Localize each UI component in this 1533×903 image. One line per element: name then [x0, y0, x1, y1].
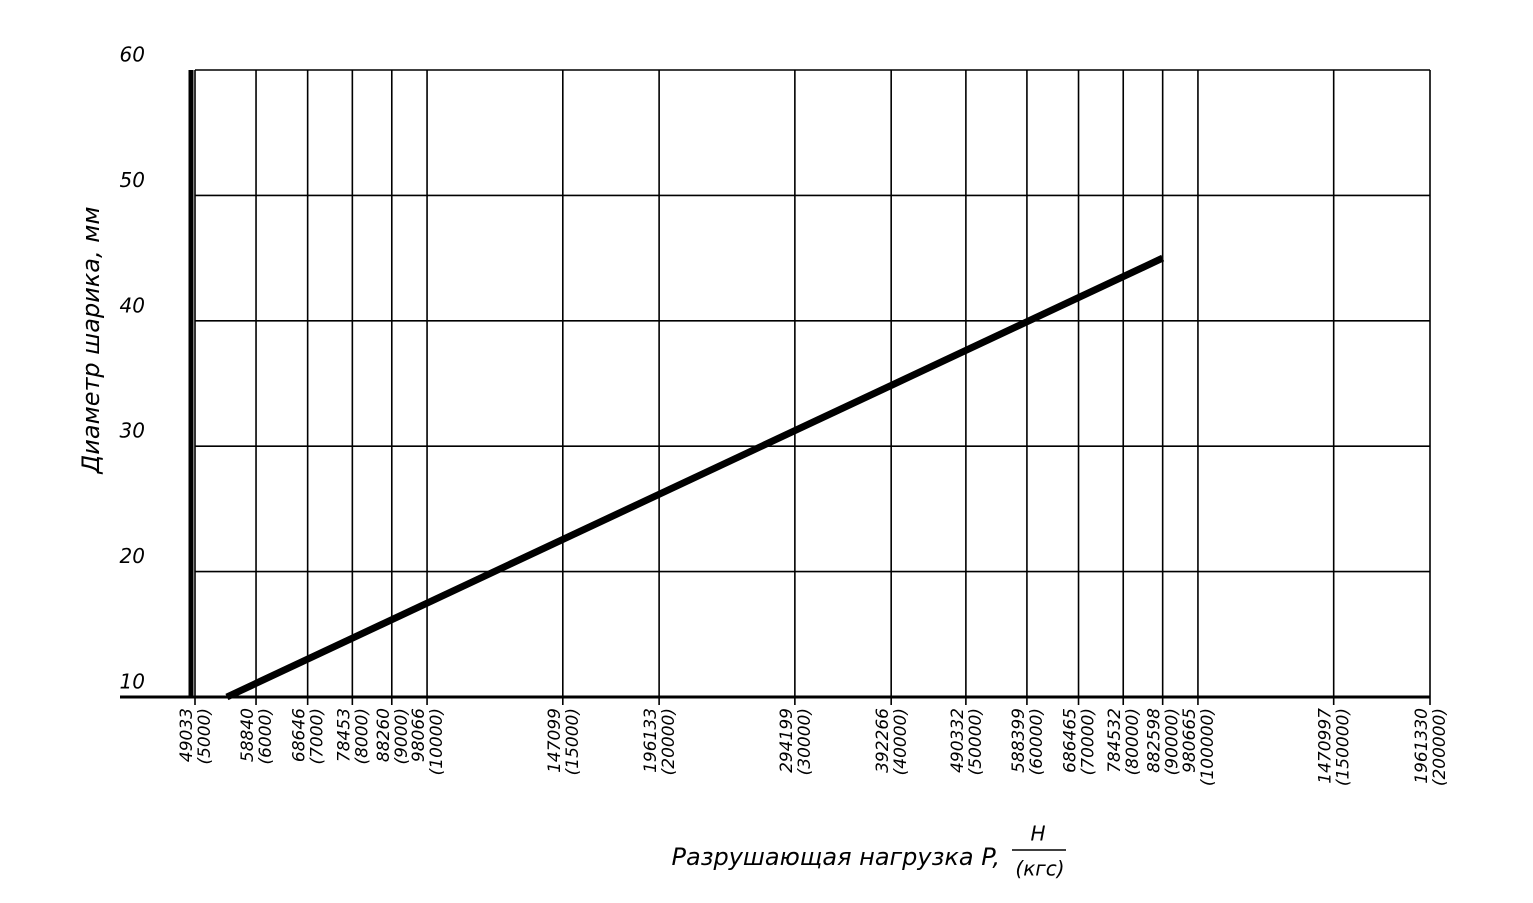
- x-tick-label: 68646: [290, 708, 310, 762]
- x-tick-label-kgf: (6000): [256, 708, 276, 765]
- x-tick-label: 147099: [545, 708, 565, 773]
- x-tick-label: 686465: [1061, 708, 1081, 773]
- x-tick-label-kgf: (200000): [1430, 708, 1450, 786]
- x-tick-label-kgf: (7000): [308, 708, 328, 765]
- x-tick-label-kgf: (9000): [392, 708, 412, 765]
- x-tick-label-kgf: (150000): [1334, 708, 1354, 786]
- x-tick-label-kgf: (100000): [1198, 708, 1218, 786]
- x-tick-label-kgf: (60000): [1027, 708, 1047, 775]
- x-tick-label-kgf: (20000): [659, 708, 679, 775]
- data-line: [225, 254, 1165, 701]
- x-tick-label-kgf: (90000): [1163, 708, 1183, 775]
- x-tick-label-kgf: (40000): [891, 708, 911, 775]
- x-tick-label: 784532: [1105, 708, 1125, 773]
- x-axis-label: Разрушающая нагрузка P,: [672, 843, 1000, 871]
- y-tick-label: 50: [120, 168, 145, 192]
- x-tick-label-kgf: (10000): [427, 708, 447, 775]
- x-unit-top: Н: [1030, 822, 1045, 846]
- x-tick-label: 58840: [238, 708, 258, 762]
- x-tick-label-kgf: (15000): [563, 708, 583, 775]
- x-tick-label: 392266: [873, 708, 893, 773]
- x-tick-label: 294199: [777, 708, 797, 773]
- y-tick-label: 30: [120, 419, 145, 443]
- y-tick-label: 10: [120, 670, 145, 694]
- y-tick-label: 40: [120, 293, 145, 317]
- x-tick-label-kgf: (80000): [1123, 708, 1143, 775]
- y-tick-label: 60: [120, 43, 145, 67]
- x-tick-label: 98066: [409, 708, 429, 762]
- x-tick-label: 588399: [1009, 708, 1029, 773]
- x-tick-label: 49033: [177, 708, 197, 762]
- y-tick-label: 20: [120, 544, 145, 568]
- x-tick-label: 196133: [641, 708, 661, 773]
- x-tick-label-kgf: (70000): [1079, 708, 1099, 775]
- x-tick-label: 1961330: [1412, 708, 1432, 784]
- y-axis-label: Диаметр шарика, мм: [77, 207, 105, 475]
- x-tick-label: 980665: [1180, 708, 1200, 773]
- x-tick-label-kgf: (30000): [795, 708, 815, 775]
- x-tick-label-kgf: (50000): [966, 708, 986, 775]
- x-tick-label-kgf: (8000): [352, 708, 372, 765]
- x-tick-label: 1470997: [1316, 708, 1336, 784]
- x-unit-bottom: (кгс): [1015, 857, 1064, 881]
- x-tick-label: 78453: [334, 708, 354, 762]
- x-tick-label-kgf: (5000): [195, 708, 215, 765]
- x-tick-label: 882598: [1145, 708, 1165, 773]
- x-tick-label: 490332: [948, 708, 968, 773]
- x-tick-label: 88260: [374, 708, 394, 762]
